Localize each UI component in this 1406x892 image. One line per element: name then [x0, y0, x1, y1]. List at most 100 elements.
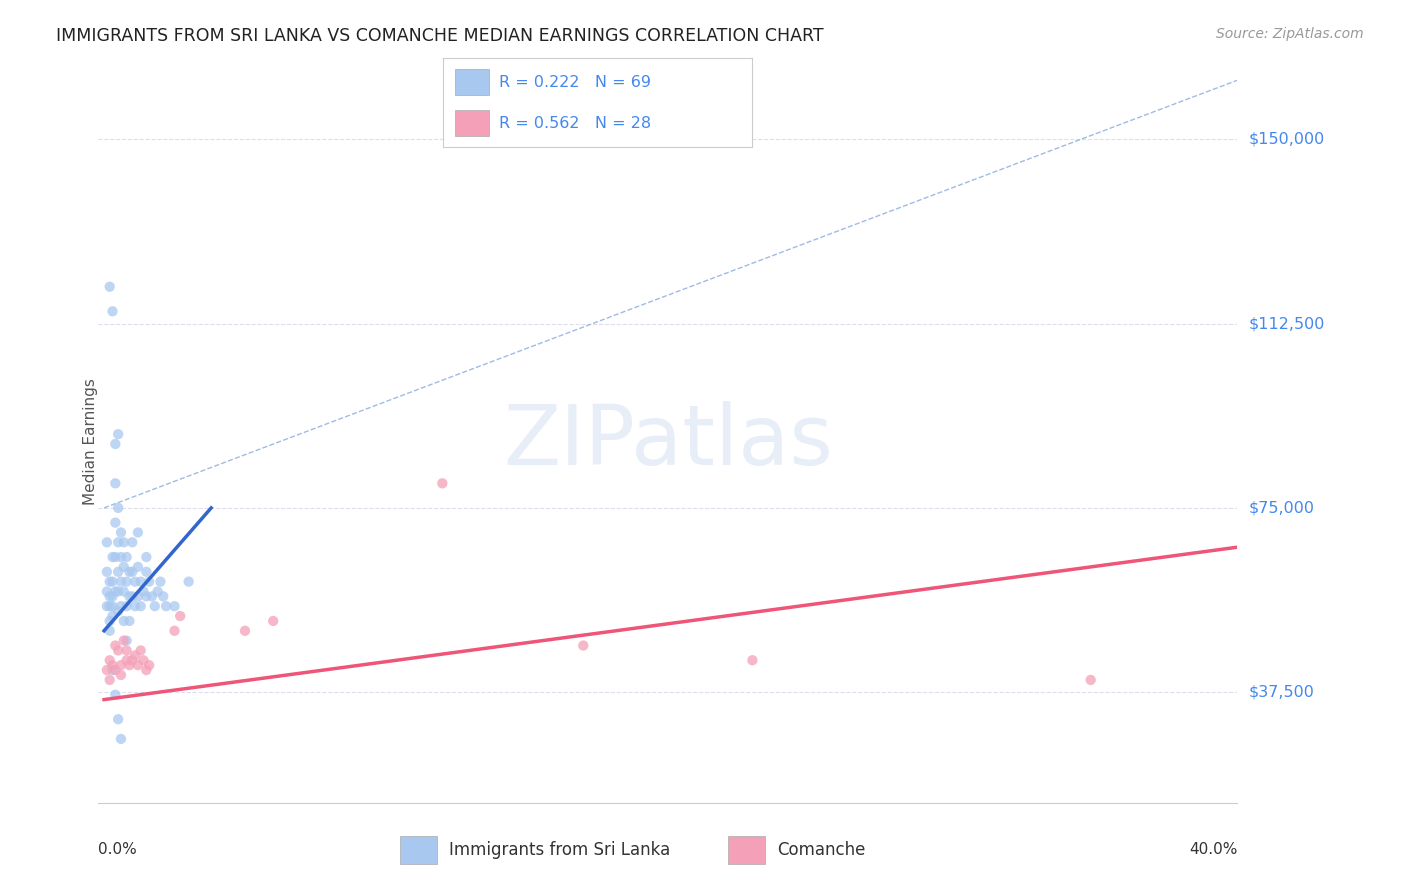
Point: [110, 599, 132, 614]
Text: 40.0%: 40.0%: [1189, 842, 1237, 856]
Text: R = 0.222   N = 69: R = 0.222 N = 69: [499, 75, 651, 89]
Point: [98, 614, 121, 628]
Point: [118, 590, 141, 604]
Point: [98, 653, 121, 667]
Point: [127, 560, 149, 574]
Point: [98, 624, 121, 638]
Point: [115, 599, 138, 614]
Point: [112, 584, 135, 599]
Point: [115, 549, 138, 564]
Point: [138, 574, 160, 589]
Point: [101, 574, 124, 589]
Point: [104, 639, 127, 653]
Point: [146, 584, 169, 599]
Point: [129, 574, 152, 589]
Point: [155, 599, 177, 614]
Text: Source: ZipAtlas.com: Source: ZipAtlas.com: [1216, 27, 1364, 41]
Point: [98, 673, 121, 687]
Point: [98, 599, 121, 614]
Point: [107, 500, 129, 515]
Point: [233, 624, 256, 638]
Point: [101, 304, 124, 318]
Point: [110, 658, 132, 673]
Point: [104, 516, 127, 530]
Point: [96, 599, 118, 614]
Point: [112, 633, 135, 648]
Point: [107, 427, 129, 442]
Point: [101, 658, 124, 673]
Point: [101, 663, 124, 677]
Point: [110, 525, 132, 540]
Point: [107, 535, 129, 549]
Point: [262, 614, 284, 628]
Point: [115, 643, 138, 657]
Point: [138, 658, 160, 673]
Point: [124, 648, 146, 663]
Point: [101, 549, 124, 564]
Point: [124, 599, 146, 614]
Point: [118, 658, 141, 673]
Point: [107, 604, 129, 618]
Point: [135, 549, 157, 564]
Point: [107, 643, 129, 657]
Point: [104, 549, 127, 564]
Point: [121, 535, 143, 549]
Text: 0.0%: 0.0%: [98, 842, 138, 856]
Point: [741, 653, 763, 667]
Point: [96, 535, 118, 549]
Point: [104, 584, 127, 599]
Point: [112, 560, 135, 574]
Point: [104, 688, 127, 702]
Point: [107, 565, 129, 579]
Bar: [456, 110, 489, 136]
Point: [115, 653, 138, 667]
Bar: [728, 836, 765, 863]
Text: $150,000: $150,000: [1249, 132, 1324, 147]
Point: [129, 643, 152, 657]
Point: [141, 590, 163, 604]
Point: [132, 584, 155, 599]
Point: [135, 590, 157, 604]
Point: [149, 574, 172, 589]
Point: [96, 565, 118, 579]
Y-axis label: Median Earnings: Median Earnings: [83, 378, 97, 505]
Point: [104, 437, 127, 451]
Text: ZIPatlas: ZIPatlas: [503, 401, 832, 482]
Bar: [456, 69, 489, 95]
Point: [107, 712, 129, 726]
Point: [121, 565, 143, 579]
Point: [121, 590, 143, 604]
Point: [124, 574, 146, 589]
Point: [101, 599, 124, 614]
Point: [104, 476, 127, 491]
Point: [101, 609, 124, 624]
Point: [110, 574, 132, 589]
Point: [104, 663, 127, 677]
Text: R = 0.562   N = 28: R = 0.562 N = 28: [499, 116, 651, 130]
Point: [163, 624, 186, 638]
Point: [129, 599, 152, 614]
Point: [135, 663, 157, 677]
Text: $75,000: $75,000: [1249, 500, 1315, 516]
Point: [112, 614, 135, 628]
Point: [163, 599, 186, 614]
Point: [110, 668, 132, 682]
Point: [101, 590, 124, 604]
Point: [132, 653, 155, 667]
Point: [115, 574, 138, 589]
Bar: [399, 836, 437, 863]
Point: [1080, 673, 1102, 687]
Point: [127, 590, 149, 604]
Point: [572, 639, 595, 653]
Text: Comanche: Comanche: [778, 840, 866, 859]
Point: [135, 565, 157, 579]
Point: [98, 279, 121, 293]
Point: [96, 584, 118, 599]
Text: $37,500: $37,500: [1249, 685, 1315, 699]
Text: Immigrants from Sri Lanka: Immigrants from Sri Lanka: [450, 840, 671, 859]
Text: $112,500: $112,500: [1249, 316, 1324, 331]
Point: [107, 584, 129, 599]
Point: [127, 525, 149, 540]
Text: IMMIGRANTS FROM SRI LANKA VS COMANCHE MEDIAN EARNINGS CORRELATION CHART: IMMIGRANTS FROM SRI LANKA VS COMANCHE ME…: [56, 27, 824, 45]
Point: [432, 476, 454, 491]
